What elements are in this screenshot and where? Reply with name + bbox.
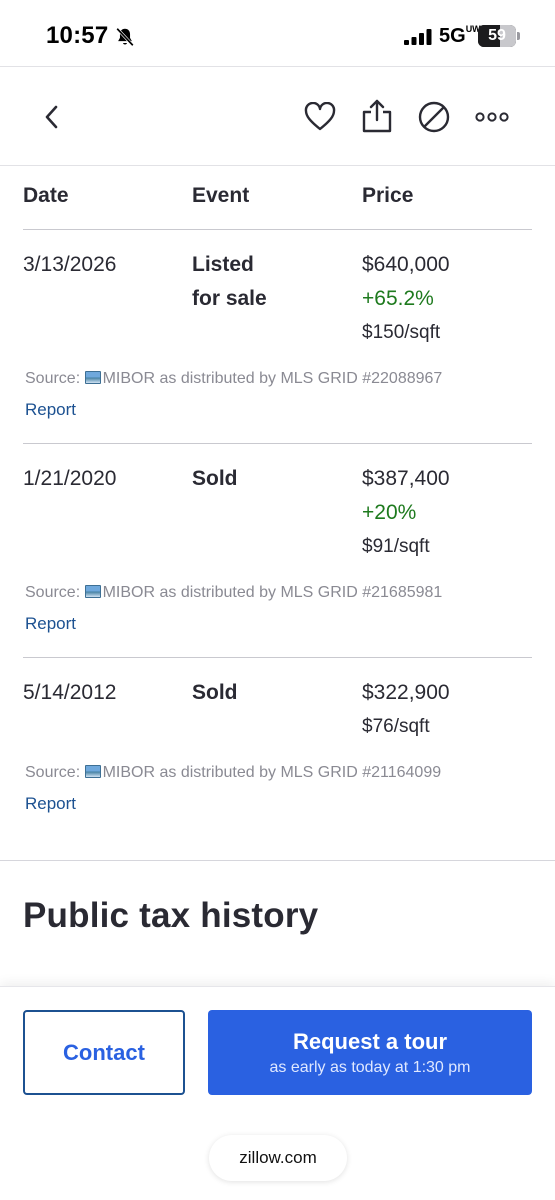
status-time: 10:57 [46,22,109,49]
table-header: Date Event Price [23,166,532,230]
nav-divider [0,165,555,166]
share-button[interactable] [357,95,397,137]
request-tour-title: Request a tour [292,1028,448,1054]
source-label: Source: [25,764,85,781]
network-suffix: UW [465,24,481,35]
share-icon [362,99,392,133]
browser-url-pill[interactable]: zillow.com [209,1135,347,1181]
row-price-change: +65.2% [362,287,434,310]
source-label: Source: [25,584,85,601]
source-name: MIBOR as distributed by MLS GRID #211640… [102,764,442,781]
hide-icon [418,101,450,133]
row-source: Source: MIBOR as distributed by MLS GRID… [25,764,441,782]
row-date: 3/13/2026 [23,253,117,276]
battery-empty [500,25,516,47]
table-row: 3/13/2026 Listed for sale $640,000 +65.2%… [23,230,532,444]
request-tour-subtitle: as early as today at 1:30 pm [269,1058,471,1076]
report-link[interactable]: Report [25,614,77,633]
row-date: 5/14/2012 [23,681,117,704]
row-price: $640,000 [362,253,450,276]
report-link[interactable]: Report [25,794,77,813]
contact-button[interactable]: Contact [23,1010,185,1095]
row-source: Source: MIBOR as distributed by MLS GRID… [25,370,442,388]
chevron-left-icon [45,105,58,129]
bottom-action-bar: Contact Request a tour as early as today… [0,986,555,1200]
header-date: Date [23,184,69,207]
section-divider [0,860,555,861]
back-button[interactable] [34,97,70,137]
status-divider [0,66,555,67]
header-price: Price [362,184,414,207]
section-title-tax-history: Public tax history [23,896,319,935]
row-price: $322,900 [362,681,450,704]
request-tour-button[interactable]: Request a tour as early as today at 1:30… [208,1010,532,1095]
bell-slash-icon [116,27,134,47]
row-price-per-sqft: $150/sqft [362,322,441,343]
cellular-signal-icon [404,29,432,45]
row-event: Sold [192,467,238,490]
price-history-table: Date Event Price 3/13/2026 Listed for sal… [0,166,555,860]
nav-bar [0,67,555,165]
row-price-per-sqft: $76/sqft [362,716,430,737]
row-source: Source: MIBOR as distributed by MLS GRID… [25,584,442,602]
battery-percent: 59 [488,27,506,44]
table-row: 5/14/2012 Sold $322,900 $76/sqft Source:… [23,658,532,860]
mls-logo-icon [84,585,101,598]
row-price: $387,400 [362,467,450,490]
row-event: Listed for sale [192,248,302,316]
row-date: 1/21/2020 [23,467,117,490]
table-row: 1/21/2020 Sold $387,400 +20% $91/sqft So… [23,444,532,658]
heart-icon [304,102,336,131]
source-name: MIBOR as distributed by MLS GRID #220889… [102,370,443,387]
row-event: Sold [192,681,238,704]
network-label: 5GUW [439,24,481,48]
row-price-per-sqft: $91/sqft [362,536,430,557]
report-link[interactable]: Report [25,400,77,419]
network-type: 5G [439,25,466,47]
save-favorite-button[interactable] [300,97,340,137]
status-bar: 10:57 5GUW 59 [0,0,555,66]
battery-nub [517,32,520,40]
more-options-button[interactable] [470,97,514,137]
row-price-change: +20% [362,501,417,524]
battery-fill [478,25,501,47]
source-label: Source: [25,370,85,387]
battery-icon: 59 [478,25,516,47]
source-name: MIBOR as distributed by MLS GRID #216859… [102,584,443,601]
header-event: Event [192,184,250,207]
row-event-line: for sale [192,287,267,310]
more-icon [475,112,509,122]
row-event-line: Listed [192,253,254,276]
mls-logo-icon [84,371,101,384]
mls-logo-icon [84,765,101,778]
hide-listing-button[interactable] [414,97,454,137]
